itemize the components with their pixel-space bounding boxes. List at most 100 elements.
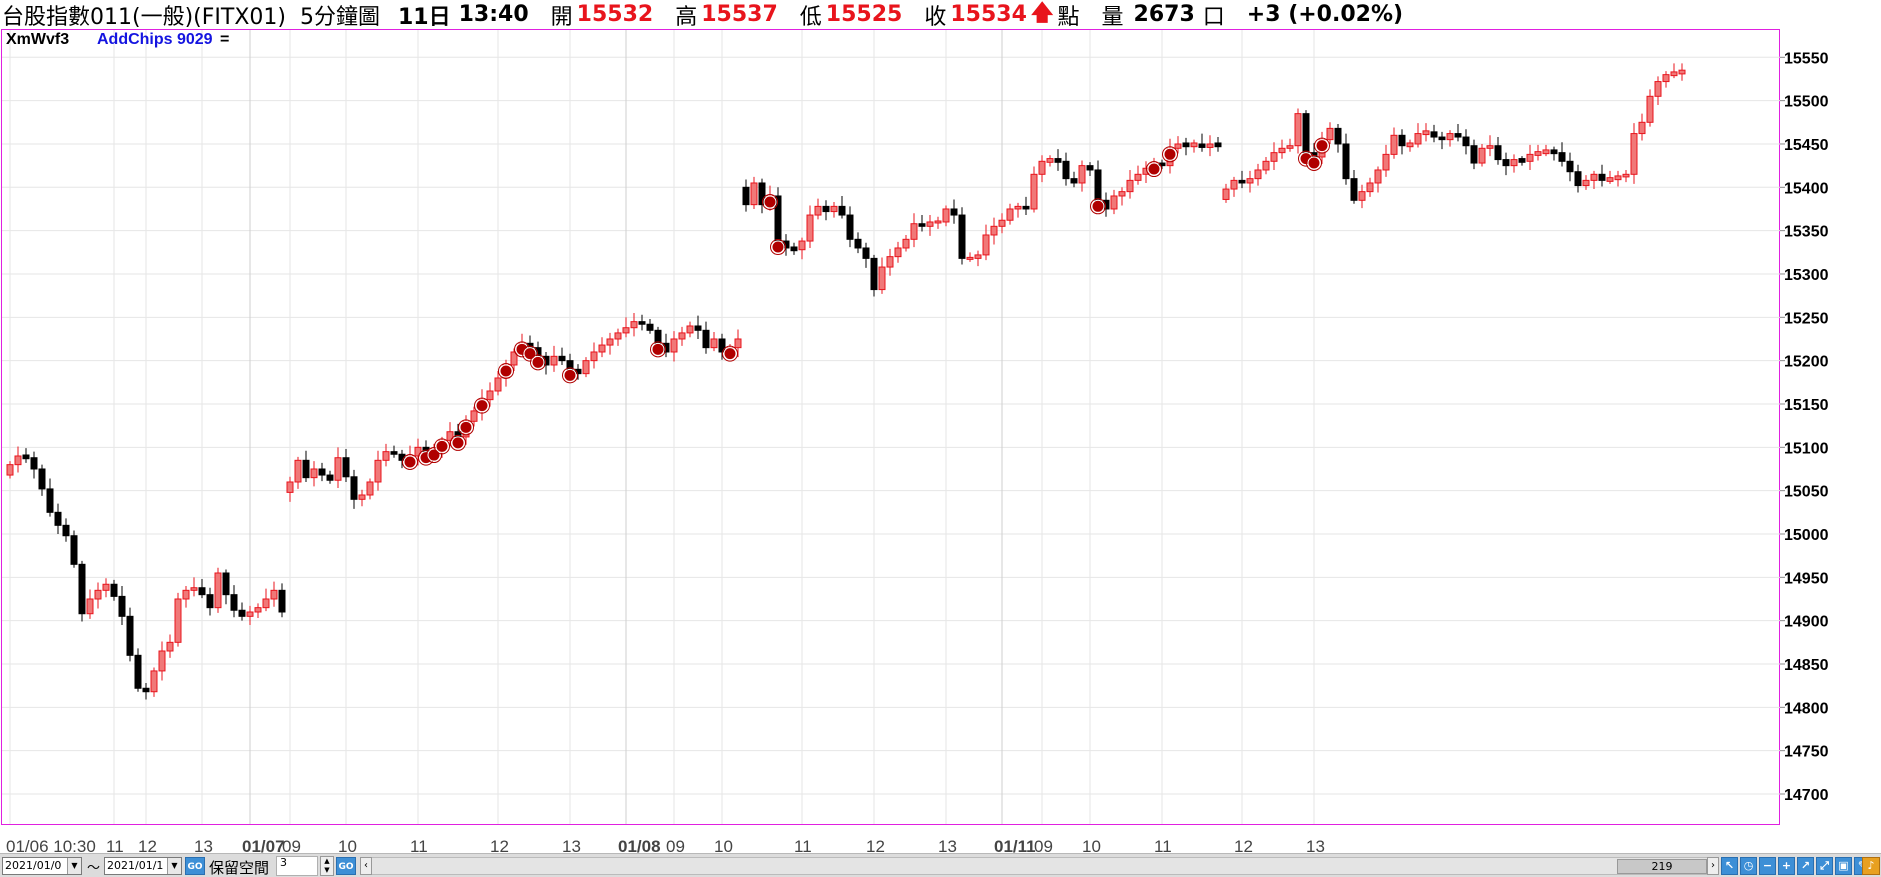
candle-body [126,615,134,656]
candle-body [286,481,294,493]
zoom-out-icon[interactable]: − [1759,857,1776,875]
candle-body [1510,159,1518,167]
candle-body [470,410,478,422]
candle-body [1294,113,1302,147]
start-date-select[interactable]: 2021/01/0 ▼ [2,857,82,875]
candle-body [1398,134,1406,147]
candle-body [214,572,222,609]
candle-body [150,670,158,693]
candle-body [1278,147,1286,154]
volume-value: 2673 [1133,2,1195,27]
indicator-suffix: = [220,31,230,48]
candle-body [1654,81,1662,97]
candle-body [742,186,750,206]
candle-body [1334,127,1342,145]
signal-marker-ring [530,354,546,371]
end-date-value: 2021/01/1 [107,859,164,872]
reserve-go-button[interactable]: GO [336,857,356,875]
signal-marker [475,399,489,413]
candle-body [374,459,382,483]
candle-body [614,332,622,340]
candle-body [934,220,942,224]
candle-body [1438,136,1446,141]
signal-marker-ring [1146,161,1162,178]
candle-body [630,321,638,329]
candle-body [510,351,518,366]
signal-marker-ring [402,453,418,470]
candle-body [806,214,814,242]
range-separator: ～ [87,861,101,876]
line-chart-icon[interactable]: ↗ [1797,857,1814,875]
x-tick-label: 10 [1082,837,1101,853]
candle-body [222,572,230,596]
candle-body [1326,127,1334,141]
candle-body [38,468,46,490]
candle-body [1662,74,1670,83]
x-tick-label: 13 [1306,837,1325,853]
candle-body [254,607,262,613]
crosshair-icon[interactable]: + [1778,857,1795,875]
candle-body [894,247,902,258]
x-tick-label: 12 [1234,837,1253,853]
y-tick-label: 14800 [1784,700,1829,717]
candle-body [1454,133,1462,138]
close-label: 收 [924,4,947,30]
chevron-down-icon[interactable]: ▼ [167,858,181,874]
signal-marker-ring [762,193,778,210]
end-date-select[interactable]: 2021/01/1 ▼ [104,857,182,875]
reserve-space-input[interactable]: 3 [276,856,318,876]
candle-body [606,338,614,346]
chart-period: 5分鐘圖 [299,4,380,30]
candle-body [1022,205,1030,210]
candle-body [1446,133,1454,141]
signal-marker-ring [474,397,490,414]
alert-icon[interactable]: ♪ [1862,857,1880,875]
reserve-spinner[interactable]: ▲ ▼ [320,856,334,876]
signal-marker [531,355,545,369]
clock-icon[interactable]: ◷ [1740,857,1757,875]
candle-body [910,223,918,240]
chart-scrollbar[interactable] [372,857,1707,875]
candle-body [1646,95,1654,123]
signal-marker-ring [1090,198,1106,215]
points-label: 點 [1057,4,1080,30]
candle-body [158,650,166,672]
candle-body [870,257,878,291]
chevron-down-icon[interactable]: ▼ [67,858,81,874]
candle-body [1422,130,1430,136]
candle-body [46,488,54,513]
scrollbar-thumb[interactable]: 219 [1617,859,1707,874]
candle-body [950,208,958,216]
candle-body [1358,191,1366,201]
candle-body [366,481,374,496]
reserve-space-label: 保留空間 [209,859,270,877]
signal-marker-ring [650,341,666,358]
candle-body [70,535,78,565]
window-icon[interactable]: ▣ [1835,857,1852,875]
signal-marker [499,364,513,378]
scroll-left-button[interactable]: ‹ [360,857,372,875]
signal-marker [1091,199,1105,213]
candle-body [294,459,302,483]
candle-body [1230,179,1238,190]
x-tick-label: 01/06 10:30 [6,837,96,853]
candlestick-chart[interactable]: 14700 14750 14800 14850 14900 14950 15000 15050… [0,0,1881,853]
high-label: 高 [675,4,698,30]
candle-body [1070,178,1078,184]
candle-body [1198,143,1206,148]
cursor-icon[interactable]: ↖ [1721,857,1738,875]
candle-body [382,451,390,461]
signal-marker-ring [434,438,450,455]
candle-body [1062,160,1070,180]
candle-body [1558,152,1566,162]
expand-icon[interactable]: ⤢ [1816,857,1833,875]
candle-body [1270,152,1278,162]
candle-body [670,338,678,353]
candle-body [1622,173,1630,178]
x-tick-label: 10 [714,837,733,853]
indicator-chips: AddChips 9029 [96,31,213,48]
date-go-button[interactable]: GO [185,857,205,875]
y-tick-label: 15250 [1784,310,1829,327]
candle-body [1262,160,1270,171]
scroll-right-button[interactable]: › [1707,857,1719,875]
